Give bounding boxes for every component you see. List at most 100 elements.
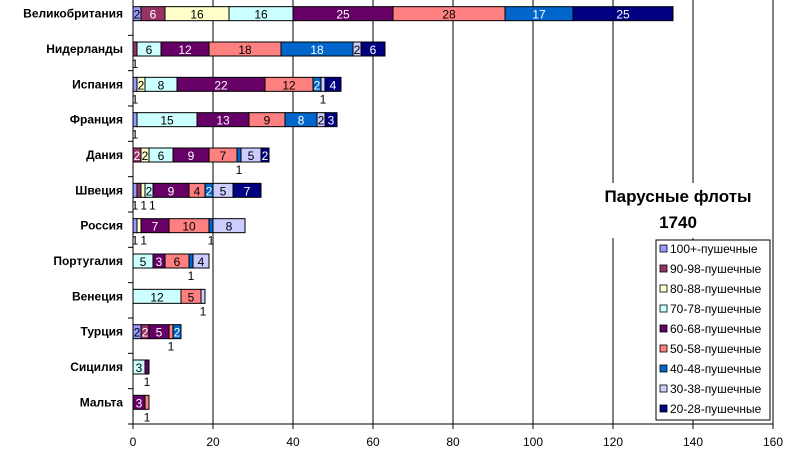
legend-label: 40-48-пушечные <box>670 362 762 376</box>
data-label: 1 <box>132 57 139 71</box>
data-label: 1 <box>132 92 139 106</box>
bar-segment <box>572 6 674 22</box>
category-label: Франция <box>70 113 123 127</box>
bar-segment <box>132 112 138 128</box>
data-label: 7 <box>220 149 227 163</box>
legend-label: 50-58-пушечные <box>670 342 762 356</box>
x-tick-label: 0 <box>130 435 137 449</box>
data-label: 12 <box>178 43 192 57</box>
legend-label: 70-78-пушечные <box>670 302 762 316</box>
data-label: 9 <box>188 149 195 163</box>
data-label: 13 <box>216 114 230 128</box>
category-label: Сицилия <box>70 360 123 374</box>
bar-segment <box>260 147 270 163</box>
data-label: 1 <box>140 234 147 248</box>
data-label: 5 <box>156 326 163 340</box>
data-label: 2 <box>134 8 141 22</box>
bar-segment <box>188 253 194 269</box>
bar-segment <box>360 41 386 57</box>
legend-label: 100+-пушечные <box>670 242 758 256</box>
data-label: 2 <box>134 326 141 340</box>
legend-swatch <box>659 404 668 413</box>
bar-segment <box>132 182 138 198</box>
legend: 100+-пушечные 90-98-пушечные 80-88-пушечны… <box>655 239 771 421</box>
data-label: 5 <box>220 184 227 198</box>
data-label: 2 <box>138 78 145 92</box>
bar-segment <box>320 76 326 92</box>
title-background <box>588 183 770 238</box>
data-label: 4 <box>330 78 337 92</box>
legend-swatch <box>659 284 668 293</box>
legend-label: 20-28-пушечные <box>670 402 762 416</box>
bar-segment <box>192 253 210 269</box>
data-label: 12 <box>282 78 296 92</box>
bar-segment <box>236 147 242 163</box>
data-label: 1 <box>236 163 243 177</box>
bar-segment <box>144 359 150 375</box>
data-label: 1 <box>144 410 151 424</box>
data-label: 1 <box>132 234 139 248</box>
data-label: 18 <box>310 43 324 57</box>
data-label: 7 <box>244 184 251 198</box>
data-label: 25 <box>616 8 630 22</box>
legend-label: 80-88-пушечные <box>670 282 762 296</box>
data-label: 3 <box>136 361 143 375</box>
data-label: 17 <box>532 8 546 22</box>
data-label: 1 <box>140 198 147 212</box>
legend-swatch <box>659 344 668 353</box>
legend-label: 30-38-пушечные <box>670 382 762 396</box>
data-label: 2 <box>142 149 149 163</box>
x-tick-label: 140 <box>683 435 703 449</box>
title-line-1: Парусные флоты <box>604 187 751 206</box>
legend-swatch <box>659 264 668 273</box>
data-label: 18 <box>238 43 252 57</box>
bar-segment <box>208 218 214 234</box>
data-label: 5 <box>188 290 195 304</box>
data-label: 8 <box>226 220 233 234</box>
category-label: Венеция <box>72 289 123 303</box>
legend-label: 60-68-пушечные <box>670 322 762 336</box>
data-label: 1 <box>132 128 139 142</box>
bar-segment <box>212 218 246 234</box>
data-label: 6 <box>150 8 157 22</box>
data-label: 22 <box>214 78 228 92</box>
data-label: 6 <box>158 149 165 163</box>
data-label: 6 <box>174 255 181 269</box>
data-label: 28 <box>442 8 456 22</box>
legend-box <box>655 239 771 421</box>
data-label: 2 <box>314 78 321 92</box>
x-tick-label: 100 <box>523 435 543 449</box>
chart-title: Парусные флоты 1740 <box>588 183 770 238</box>
title-line-2: 1740 <box>659 213 697 232</box>
data-label: 16 <box>190 8 204 22</box>
category-label: Швеция <box>75 183 123 197</box>
data-label: 6 <box>370 43 377 57</box>
data-label: 1 <box>132 198 139 212</box>
data-label: 8 <box>298 114 305 128</box>
data-label: 1 <box>200 304 207 318</box>
data-label: 25 <box>336 8 350 22</box>
data-label: 1 <box>149 198 156 212</box>
data-label: 2 <box>318 114 325 128</box>
data-label: 1 <box>144 375 151 389</box>
legend-swatch <box>659 384 668 393</box>
axes: 0 20 40 60 80 100 120 140 160 Великобритания Нидер… <box>23 0 783 449</box>
category-label: Испания <box>72 77 123 91</box>
data-label: 9 <box>264 114 271 128</box>
data-label: 12 <box>150 290 164 304</box>
data-label: 10 <box>182 220 196 234</box>
data-label: 15 <box>160 114 174 128</box>
data-label: 1 <box>188 269 195 283</box>
category-label: Великобритания <box>23 7 123 21</box>
data-label: 7 <box>152 220 159 234</box>
data-label: 2 <box>354 43 361 57</box>
legend-swatch <box>659 324 668 333</box>
data-label: 3 <box>328 114 335 128</box>
x-tick-label: 20 <box>206 435 220 449</box>
bar-segment <box>324 76 342 92</box>
x-tick-label: 40 <box>286 435 300 449</box>
data-label: 5 <box>248 149 255 163</box>
category-label: Турция <box>81 325 123 339</box>
bar-segment <box>324 112 338 128</box>
